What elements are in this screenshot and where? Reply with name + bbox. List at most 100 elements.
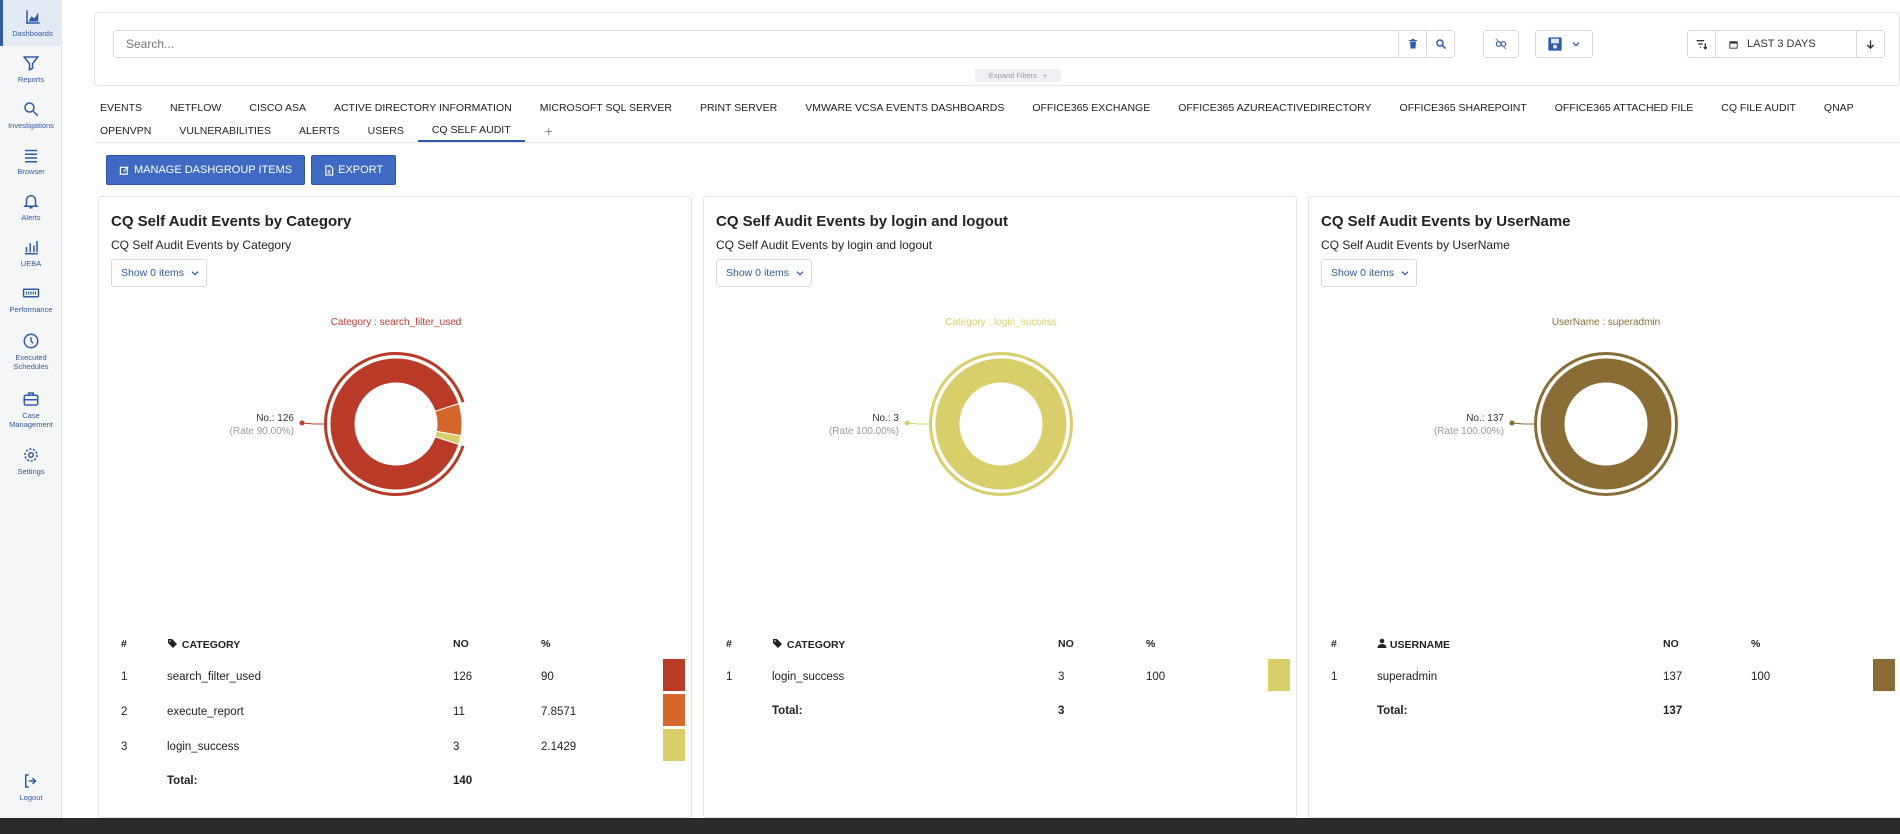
dashboard-tabs: EVENTS NETFLOW CISCO ASA ACTIVE DIRECTORY I…: [100, 96, 1900, 142]
sidebar-item-label: Alerts: [21, 213, 41, 222]
sidebar-item-label: Logout: [19, 793, 43, 802]
show-items-dropdown[interactable]: Show 0 items: [1321, 259, 1417, 287]
col-key-header[interactable]: CATEGORY: [167, 629, 453, 659]
tab-office365-azureactivedirectory[interactable]: OFFICE365 AZUREACTIVEDIRECTORY: [1178, 101, 1372, 114]
color-swatch: [1268, 659, 1290, 691]
callout-rate: (Rate 90.00%): [230, 426, 294, 437]
table-row[interactable]: 1 login_success 3 100: [716, 659, 1290, 694]
sidebar-item-browser[interactable]: Browser: [0, 138, 62, 184]
tab-alerts[interactable]: ALERTS: [298, 124, 340, 137]
tab-office365-exchange[interactable]: OFFICE365 EXCHANGE: [1032, 101, 1151, 114]
total-value: 140: [453, 774, 473, 787]
expand-filters-toggle[interactable]: Expand Filters +: [975, 69, 1061, 82]
show-items-dropdown[interactable]: Show 0 items: [111, 259, 207, 287]
row-index: 2: [121, 705, 128, 718]
donut-slice-search-filter-used[interactable]: [329, 357, 460, 491]
save-dropdown-button[interactable]: [1535, 30, 1593, 58]
sidebar-item-ueba[interactable]: UEBA: [0, 230, 62, 276]
panel-title: CQ Self Audit Events by UserName: [1321, 213, 1571, 230]
show-items-label: Show 0 items: [1331, 267, 1395, 279]
tab-office365-sharepoint[interactable]: OFFICE365 SHAREPOINT: [1399, 101, 1527, 114]
col-key-label: CATEGORY: [181, 638, 241, 651]
logout-icon: [25, 774, 37, 788]
date-range-picker[interactable]: LAST 3 DAYS: [1687, 30, 1885, 58]
sidebar-item-label: Executed Schedules: [13, 352, 49, 371]
donut-slice-login-success[interactable]: [934, 357, 1068, 491]
sidebar-item-logout[interactable]: Logout: [0, 764, 62, 810]
row-percent: 90: [541, 670, 554, 683]
color-swatch: [663, 694, 685, 726]
tab-office365-attached-file[interactable]: OFFICE365 ATTACHED FILE: [1554, 101, 1694, 114]
donut-chart: Category : login_success No.: 3 (Rate 100.…: [829, 317, 1073, 496]
col-no-header[interactable]: NO: [1663, 638, 1679, 650]
dashboard-panel: CQ Self Audit Events by Category CQ Self …: [98, 196, 692, 818]
edit-icon: [119, 165, 129, 175]
sidebar-item-case-management[interactable]: Case Management: [0, 380, 62, 438]
manage-dashgroup-items-button[interactable]: MANAGE DASHGROUP ITEMS: [106, 155, 306, 185]
sidebar-item-performance[interactable]: Performance: [0, 276, 62, 322]
sidebar-item-alerts[interactable]: Alerts: [0, 184, 62, 230]
donut-slice-login-success[interactable]: [434, 430, 462, 446]
col-no-header[interactable]: NO: [1058, 638, 1074, 650]
search-button[interactable]: [1426, 30, 1454, 58]
add-tab-button[interactable]: +: [544, 122, 553, 139]
col-key-header[interactable]: CATEGORY: [772, 629, 1058, 659]
tab-vulnerabilities[interactable]: VULNERABILITIES: [179, 124, 271, 137]
chart-label: Category : search_filter_used: [331, 317, 462, 328]
col-no-header[interactable]: NO: [453, 638, 469, 650]
col-key-header[interactable]: USERNAME: [1377, 629, 1663, 659]
table-header: # CATEGORY NO%: [111, 629, 685, 659]
panel-subtitle: CQ Self Audit Events by UserName: [1321, 238, 1510, 252]
sidebar-item-investigations[interactable]: Investigations: [0, 92, 62, 138]
sidebar-item-settings[interactable]: Settings: [0, 438, 62, 484]
table-row[interactable]: 1 superadmin 137 100: [1321, 659, 1895, 694]
sidebar-item-label: Performance: [9, 305, 53, 314]
tab-openvpn[interactable]: OPENVPN: [100, 124, 152, 137]
list-icon: [25, 149, 37, 163]
col-percent-header[interactable]: %: [541, 638, 551, 650]
donut-slice-superadmin[interactable]: [1539, 357, 1673, 491]
download-button[interactable]: [1856, 31, 1884, 57]
tab-cisco-asa[interactable]: CISCO ASA: [249, 101, 306, 114]
table-row[interactable]: 1 search_filter_used 126 90: [111, 659, 685, 694]
export-button[interactable]: EXPORT: [311, 155, 397, 185]
sidebar: Dashboards Reports Investigations Browser Al…: [0, 0, 62, 818]
dashboard-panel: CQ Self Audit Events by login and logout…: [703, 196, 1297, 818]
callout-count: No.: 3: [872, 413, 899, 424]
col-percent-header[interactable]: %: [1751, 638, 1761, 650]
tab-active-directory-information[interactable]: ACTIVE DIRECTORY INFORMATION: [333, 101, 512, 114]
row-index: 1: [726, 670, 733, 683]
search-card: LAST 3 DAYS Expand Filters +: [94, 12, 1900, 86]
total-value: 137: [1663, 704, 1683, 717]
table-row[interactable]: 2 execute_report 11 7.8571: [111, 694, 685, 729]
panel-subtitle: CQ Self Audit Events by login and logout: [716, 238, 933, 252]
sidebar-item-reports[interactable]: Reports: [0, 46, 62, 92]
table-row[interactable]: 3 login_success 3 2.1429: [111, 729, 685, 764]
tab-vmware-vcsa-events-dashboards[interactable]: VMWARE VCSA EVENTS DASHBOARDS: [805, 101, 1005, 114]
time-filter-button[interactable]: [1688, 31, 1716, 57]
clear-search-button[interactable]: [1398, 30, 1426, 58]
col-percent-header[interactable]: %: [1146, 638, 1156, 650]
row-index: 1: [121, 670, 128, 683]
tab-microsoft-sql-server[interactable]: MICROSOFT SQL SERVER: [539, 101, 672, 114]
tab-cq-self-audit[interactable]: CQ SELF AUDIT: [417, 119, 525, 142]
tab-netflow[interactable]: NETFLOW: [170, 101, 222, 114]
tab-events[interactable]: EVENTS: [100, 101, 143, 114]
sidebar-item-label: Settings: [17, 467, 45, 476]
show-items-label: Show 0 items: [121, 267, 185, 279]
tab-cq-file-audit[interactable]: CQ FILE AUDIT: [1721, 101, 1796, 114]
search-input[interactable]: [114, 31, 1398, 57]
color-swatch-cell: [659, 659, 685, 694]
link-toggle-button[interactable]: [1483, 30, 1519, 58]
total-row: Total: 140: [111, 764, 685, 797]
tab-users[interactable]: USERS: [367, 124, 404, 137]
show-items-dropdown[interactable]: Show 0 items: [716, 259, 812, 287]
row-count: 126: [453, 670, 473, 683]
sidebar-item-dashboards[interactable]: Dashboards: [0, 0, 62, 46]
sidebar-item-executed-schedules[interactable]: Executed Schedules: [0, 322, 62, 380]
table-header: # CATEGORY NO%: [716, 629, 1290, 659]
tab-print-server[interactable]: PRINT SERVER: [699, 101, 778, 114]
chart-area-icon: [25, 10, 40, 24]
col-number-header: #: [726, 638, 732, 650]
tab-qnap[interactable]: QNAP: [1823, 101, 1854, 114]
